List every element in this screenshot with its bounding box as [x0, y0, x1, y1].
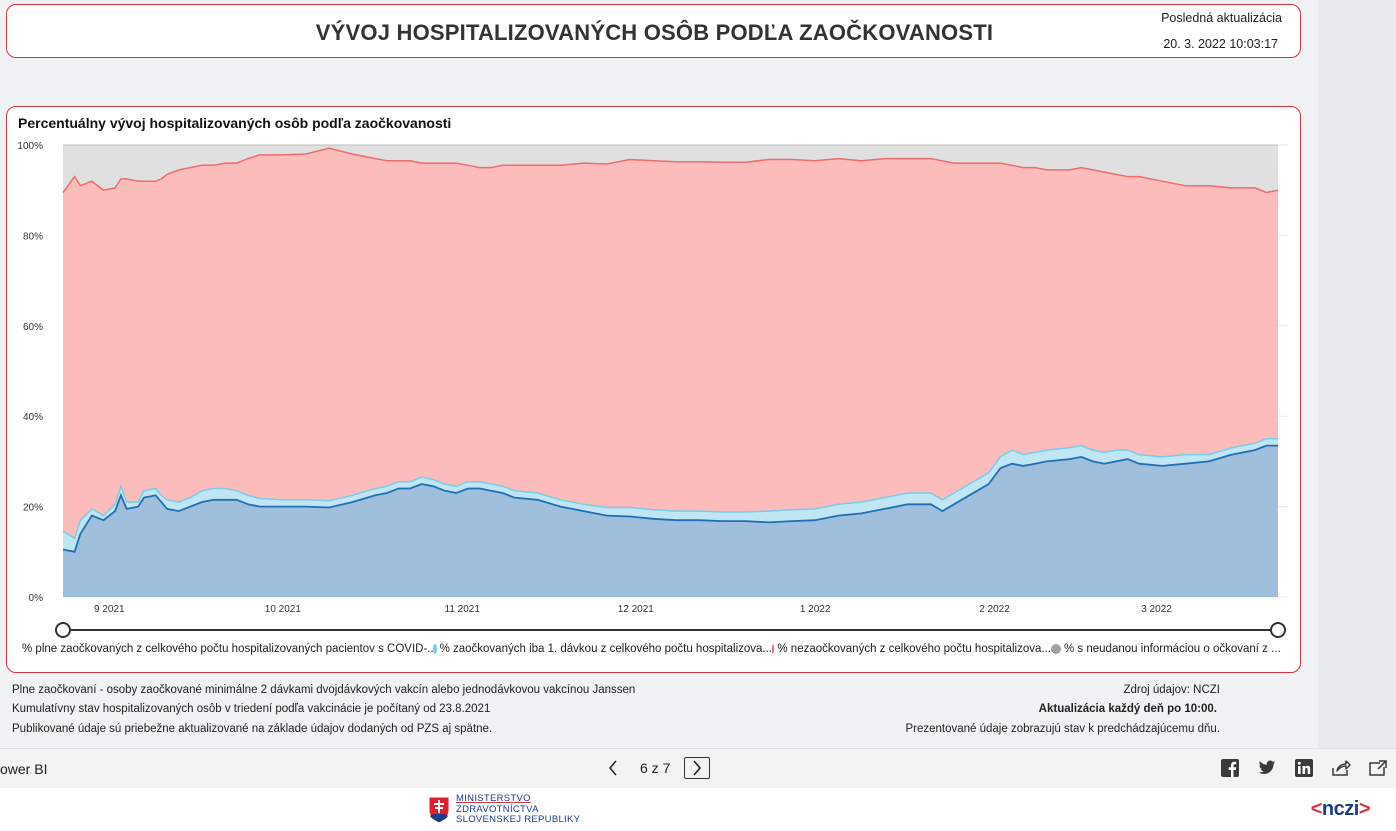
area-unvaccinated[interactable]: [63, 148, 1278, 539]
x-tick-label: 11 2021: [445, 604, 481, 615]
nczi-bracket-left: <: [1310, 798, 1323, 820]
nczi-logo[interactable]: <nczi>: [1310, 798, 1371, 821]
report-canvas: VÝVOJ HOSPITALIZOVANÝCH OSÔB PODĽA ZAOČK…: [0, 0, 1318, 748]
powerbi-bottom-bar: ower BI 6 z 7: [0, 748, 1396, 788]
ministry-name: MINISTERSTVO ZDRAVOTNÍCTVA SLOVENSKEJ RE…: [456, 793, 581, 826]
fullscreen-button[interactable]: [1368, 758, 1388, 778]
chart-title: Percentuálny vývoj hospitalizovaných osô…: [18, 115, 452, 131]
y-tick-label: 0%: [29, 593, 44, 604]
range-slider-end-handle[interactable]: [1270, 622, 1286, 638]
right-gutter: [1318, 0, 1396, 748]
x-tick-label: 3 2022: [1141, 604, 1172, 615]
slovak-coat-of-arms-icon: [428, 796, 450, 824]
linkedin-share-button[interactable]: [1294, 758, 1314, 778]
y-tick-label: 20%: [23, 503, 43, 514]
share-icon: [1332, 760, 1351, 776]
ministry-name-line1: MINISTERSTVO: [456, 793, 531, 804]
linkedin-icon: [1295, 759, 1313, 777]
last-update-value: 20. 3. 2022 10:03:17: [1163, 37, 1278, 51]
ministry-logo[interactable]: MINISTERSTVO ZDRAVOTNÍCTVA SLOVENSKEJ RE…: [428, 793, 581, 826]
note-cumulative-state: Kumulatívny stav hospitalizovaných osôb …: [12, 703, 491, 715]
y-tick-label: 100%: [17, 141, 43, 152]
range-slider-start-handle[interactable]: [55, 622, 71, 638]
y-tick-label: 80%: [23, 231, 43, 242]
y-tick-label: 40%: [23, 412, 43, 423]
x-tick-label: 10 2021: [265, 604, 302, 615]
note-published-data: Publikované údaje sú priebežne aktualizo…: [12, 723, 493, 735]
legend-label: % plne zaočkovaných z celkového počtu ho…: [22, 643, 437, 655]
legend-dot: [1051, 644, 1061, 654]
legend-item-unknown[interactable]: % s neudanou informáciou o očkovaní z ..…: [1051, 643, 1281, 655]
next-page-button[interactable]: [684, 757, 711, 779]
facebook-share-button[interactable]: [1220, 758, 1240, 778]
legend-dot: [772, 644, 775, 654]
chart-card[interactable]: 0% 20% 40% 60% 80% 100% 9 2021 10 2021 11 2021 12…: [6, 106, 1301, 673]
page-indicator: 6 z 7: [640, 760, 671, 776]
x-tick-label: 2 2022: [979, 604, 1010, 615]
line-one-dose[interactable]: [62, 438, 1278, 540]
chevron-left-icon: [608, 760, 617, 776]
legend-dot: [433, 644, 437, 654]
legend-label: % zaočkovaných iba 1. dávkou z celkového…: [439, 643, 772, 655]
chart-legend: % plne zaočkovaných z celkového počtu ho…: [19, 643, 1281, 655]
powerbi-brand-link[interactable]: ower BI: [0, 761, 48, 777]
legend-label: % s neudanou informáciou o očkovaní z ..…: [1064, 643, 1281, 655]
y-tick-label: 60%: [23, 322, 43, 333]
share-toolbar: [1220, 758, 1388, 778]
nczi-wordmark: nczi: [1321, 798, 1359, 820]
title-card: VÝVOJ HOSPITALIZOVANÝCH OSÔB PODĽA ZAOČK…: [6, 4, 1301, 58]
note-fully-vaccinated-definition: Plne zaočkovaní - osoby zaočkované minim…: [12, 684, 636, 696]
line-unvaccinated[interactable]: [62, 147, 1279, 194]
x-tick-label: 12 2021: [618, 604, 655, 615]
legend-label: % nezaočkovaných z celkového počtu hospi…: [777, 643, 1051, 655]
x-tick-label: 9 2021: [94, 604, 125, 615]
page-title: VÝVOJ HOSPITALIZOVANÝCH OSÔB PODĽA ZAOČK…: [315, 20, 994, 45]
share-button[interactable]: [1331, 758, 1351, 778]
area-chart[interactable]: 0% 20% 40% 60% 80% 100% 9 2021 10 2021 11 2021 12…: [7, 107, 1302, 674]
note-data-source: Zdroj údajov: NCZI: [1123, 684, 1220, 696]
open-external-icon: [1369, 760, 1387, 776]
last-update-label: Posledná aktualizácia: [1161, 11, 1282, 25]
twitter-share-button[interactable]: [1257, 758, 1277, 778]
x-tick-label: 1 2022: [800, 604, 831, 615]
ministry-name-line3: SLOVENSKEJ REPUBLIKY: [456, 814, 581, 825]
legend-item-unvaccinated[interactable]: % nezaočkovaných z celkového počtu hospi…: [772, 643, 1051, 655]
nczi-bracket-right: >: [1358, 798, 1371, 820]
legend-item-one-dose[interactable]: % zaočkovaných iba 1. dávkou z celkového…: [433, 643, 772, 655]
twitter-icon: [1258, 760, 1276, 774]
facebook-icon: [1221, 759, 1239, 777]
note-update-schedule: Aktualizácia každý deň po 10:00.: [1038, 703, 1217, 715]
page-footer: MINISTERSTVO ZDRAVOTNÍCTVA SLOVENSKEJ RE…: [0, 788, 1396, 831]
ministry-name-line2: ZDRAVOTNÍCTVA: [456, 803, 539, 815]
chevron-right-icon: [693, 760, 702, 776]
area-fully-vaccinated[interactable]: [63, 445, 1278, 597]
page-navigator: 6 z 7: [600, 757, 711, 779]
legend-item-fully-vaccinated[interactable]: % plne zaočkovaných z celkového počtu ho…: [19, 643, 437, 655]
previous-page-button[interactable]: [600, 757, 626, 779]
line-fully-vaccinated[interactable]: [62, 444, 1278, 553]
note-data-state: Prezentované údaje zobrazujú stav k pred…: [905, 723, 1220, 735]
